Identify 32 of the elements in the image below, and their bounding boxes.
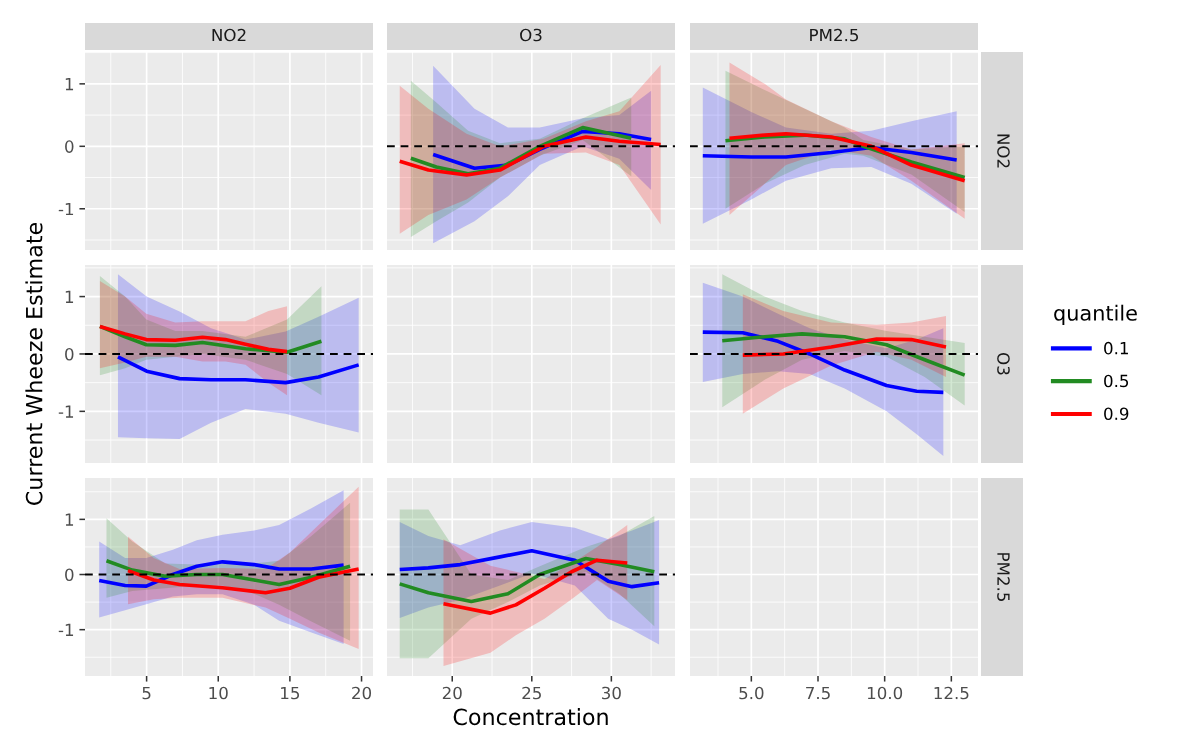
y-tick-label: -1 (58, 405, 74, 418)
chart-title: NO2 (212, 28, 246, 42)
chart-title: O3 (520, 28, 542, 42)
x-tick-label: 20 (352, 686, 372, 700)
x-tick-label: 10 (209, 686, 228, 700)
y-tick-label: 0 (65, 568, 74, 582)
y2-axis-title: O3 (997, 353, 1010, 375)
x-tick-label: 10.0 (867, 686, 903, 700)
y-tick-label: 1 (65, 290, 74, 303)
y2-axis-title: PM2.5 (997, 553, 1010, 602)
x-tick-label: 15 (281, 686, 300, 700)
legend-label: 0.9 (1104, 407, 1129, 421)
y-tick-label: 1 (65, 513, 74, 526)
x-tick-label: 25 (522, 686, 541, 700)
legend-label: 0.5 (1104, 374, 1129, 388)
y-tick-label: 0 (65, 347, 74, 361)
x-tick-label: 12.5 (934, 686, 969, 700)
legend-label: 0.1 (1104, 341, 1128, 355)
legend-title: quantile (1054, 304, 1137, 325)
y2-axis-title: NO2 (997, 134, 1010, 168)
y-tick-label: -1 (58, 623, 74, 636)
x-tick-label: 30 (602, 686, 621, 700)
x-tick-label: 5 (142, 686, 151, 700)
y-tick-label: 1 (65, 78, 74, 91)
x-tick-label: 20 (442, 686, 462, 700)
x-tick-label: 5.0 (739, 686, 764, 700)
y-tick-label: -1 (58, 202, 74, 216)
y-axis-title: Current Wheeze Estimate (25, 222, 43, 505)
chart-title: PM2.5 (810, 28, 859, 42)
y-tick-label: 0 (65, 140, 74, 153)
x-axis-title: Concentration (453, 708, 608, 726)
x-tick-label: 7.5 (806, 686, 830, 700)
